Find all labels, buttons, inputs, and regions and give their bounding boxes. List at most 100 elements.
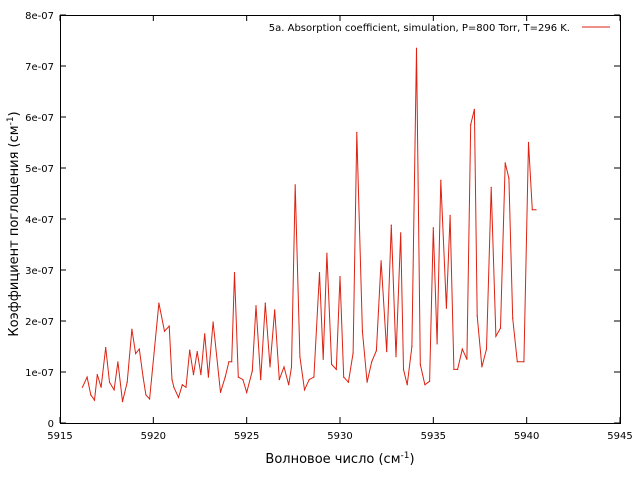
y-tick-label: 3e-07 [25,266,54,277]
data-point [81,386,83,388]
data-point [231,361,233,363]
series-points [81,47,537,403]
data-point [343,376,345,378]
legend-label: 5a. Absorption coefficient, simulation, … [269,23,570,34]
axis-ticks [59,14,621,424]
data-point [402,368,405,370]
data-point [445,307,447,309]
data-point [339,276,341,278]
data-point [181,384,183,386]
data-point [189,349,191,351]
y-tick-label: 6e-07 [25,113,54,124]
data-point [108,381,111,383]
y-tick-label: 2e-07 [25,317,54,328]
data-point [512,317,514,319]
data-point [255,305,257,307]
data-point [168,325,170,327]
data-point [212,321,214,323]
data-point [400,232,402,234]
data-point [380,260,382,262]
data-point [313,376,315,378]
data-point [207,376,209,378]
tick-labels: 5915 5920 5925 5930 5935 5940 5945 0 1e-07 2e-07 3… [25,11,633,442]
data-point [308,379,310,381]
data-point [406,384,408,386]
data-point [171,379,173,381]
data-point [200,374,202,376]
data-point [142,376,144,378]
data-point [100,386,102,388]
data-point [453,368,455,370]
data-point [449,214,451,216]
data-point [233,272,236,274]
data-point [457,368,459,370]
data-point [322,358,324,360]
x-axis-title: Волновое число (см-1) [265,451,414,467]
data-point [504,162,506,164]
x-tick-label: 5915 [47,431,72,442]
series-line [81,48,536,402]
data-point [303,389,306,391]
y-tick-label: 8e-07 [25,11,54,22]
data-point [228,361,230,363]
data-point [288,384,290,386]
data-point [158,302,160,304]
data-point [470,124,472,126]
data-point [126,381,128,383]
x-tick-label: 5930 [327,431,352,442]
data-point [149,398,151,400]
y-tick-label: 0 [48,419,54,430]
data-point [224,376,226,378]
data-point [356,131,358,133]
data-point [481,366,483,368]
data-point [371,361,373,363]
data-point [117,361,119,363]
data-point [461,348,463,350]
data-point [185,386,187,388]
data-point [326,252,328,254]
data-point [283,366,285,368]
data-point [299,356,301,358]
data-point [424,384,426,386]
data-point [318,272,321,274]
plot-frame [60,15,621,424]
data-point [290,366,293,368]
data-point [173,386,175,388]
data-point [476,315,478,317]
data-point [269,366,271,368]
data-point [531,209,533,211]
data-point [219,391,222,393]
data-point [113,389,115,391]
data-point [204,333,206,335]
data-point [386,351,388,353]
data-point [121,401,124,403]
data-point [352,352,354,354]
data-point [440,179,442,181]
data-point [192,374,195,376]
data-point [375,350,377,352]
data-point [523,361,525,363]
x-tick-label: 5920 [141,431,166,442]
y-axis-title: Коэффициент поглощения (см-1) [6,111,22,336]
data-point [429,380,431,382]
data-point [93,399,96,401]
data-point [508,177,510,179]
data-point [415,47,418,49]
data-point [516,361,518,363]
data-point [361,330,363,332]
data-point [331,363,333,365]
data-point [135,353,137,355]
data-point [335,368,337,370]
data-point [395,356,397,358]
data-point [278,379,280,381]
y-tick-label: 1e-07 [25,368,54,379]
data-point [242,379,244,381]
data-point [246,391,248,393]
data-point [90,394,92,396]
data-point [138,348,140,350]
data-point [251,370,253,372]
data-point [260,379,262,381]
data-point [177,396,180,399]
x-tick-label: 5945 [607,431,632,442]
